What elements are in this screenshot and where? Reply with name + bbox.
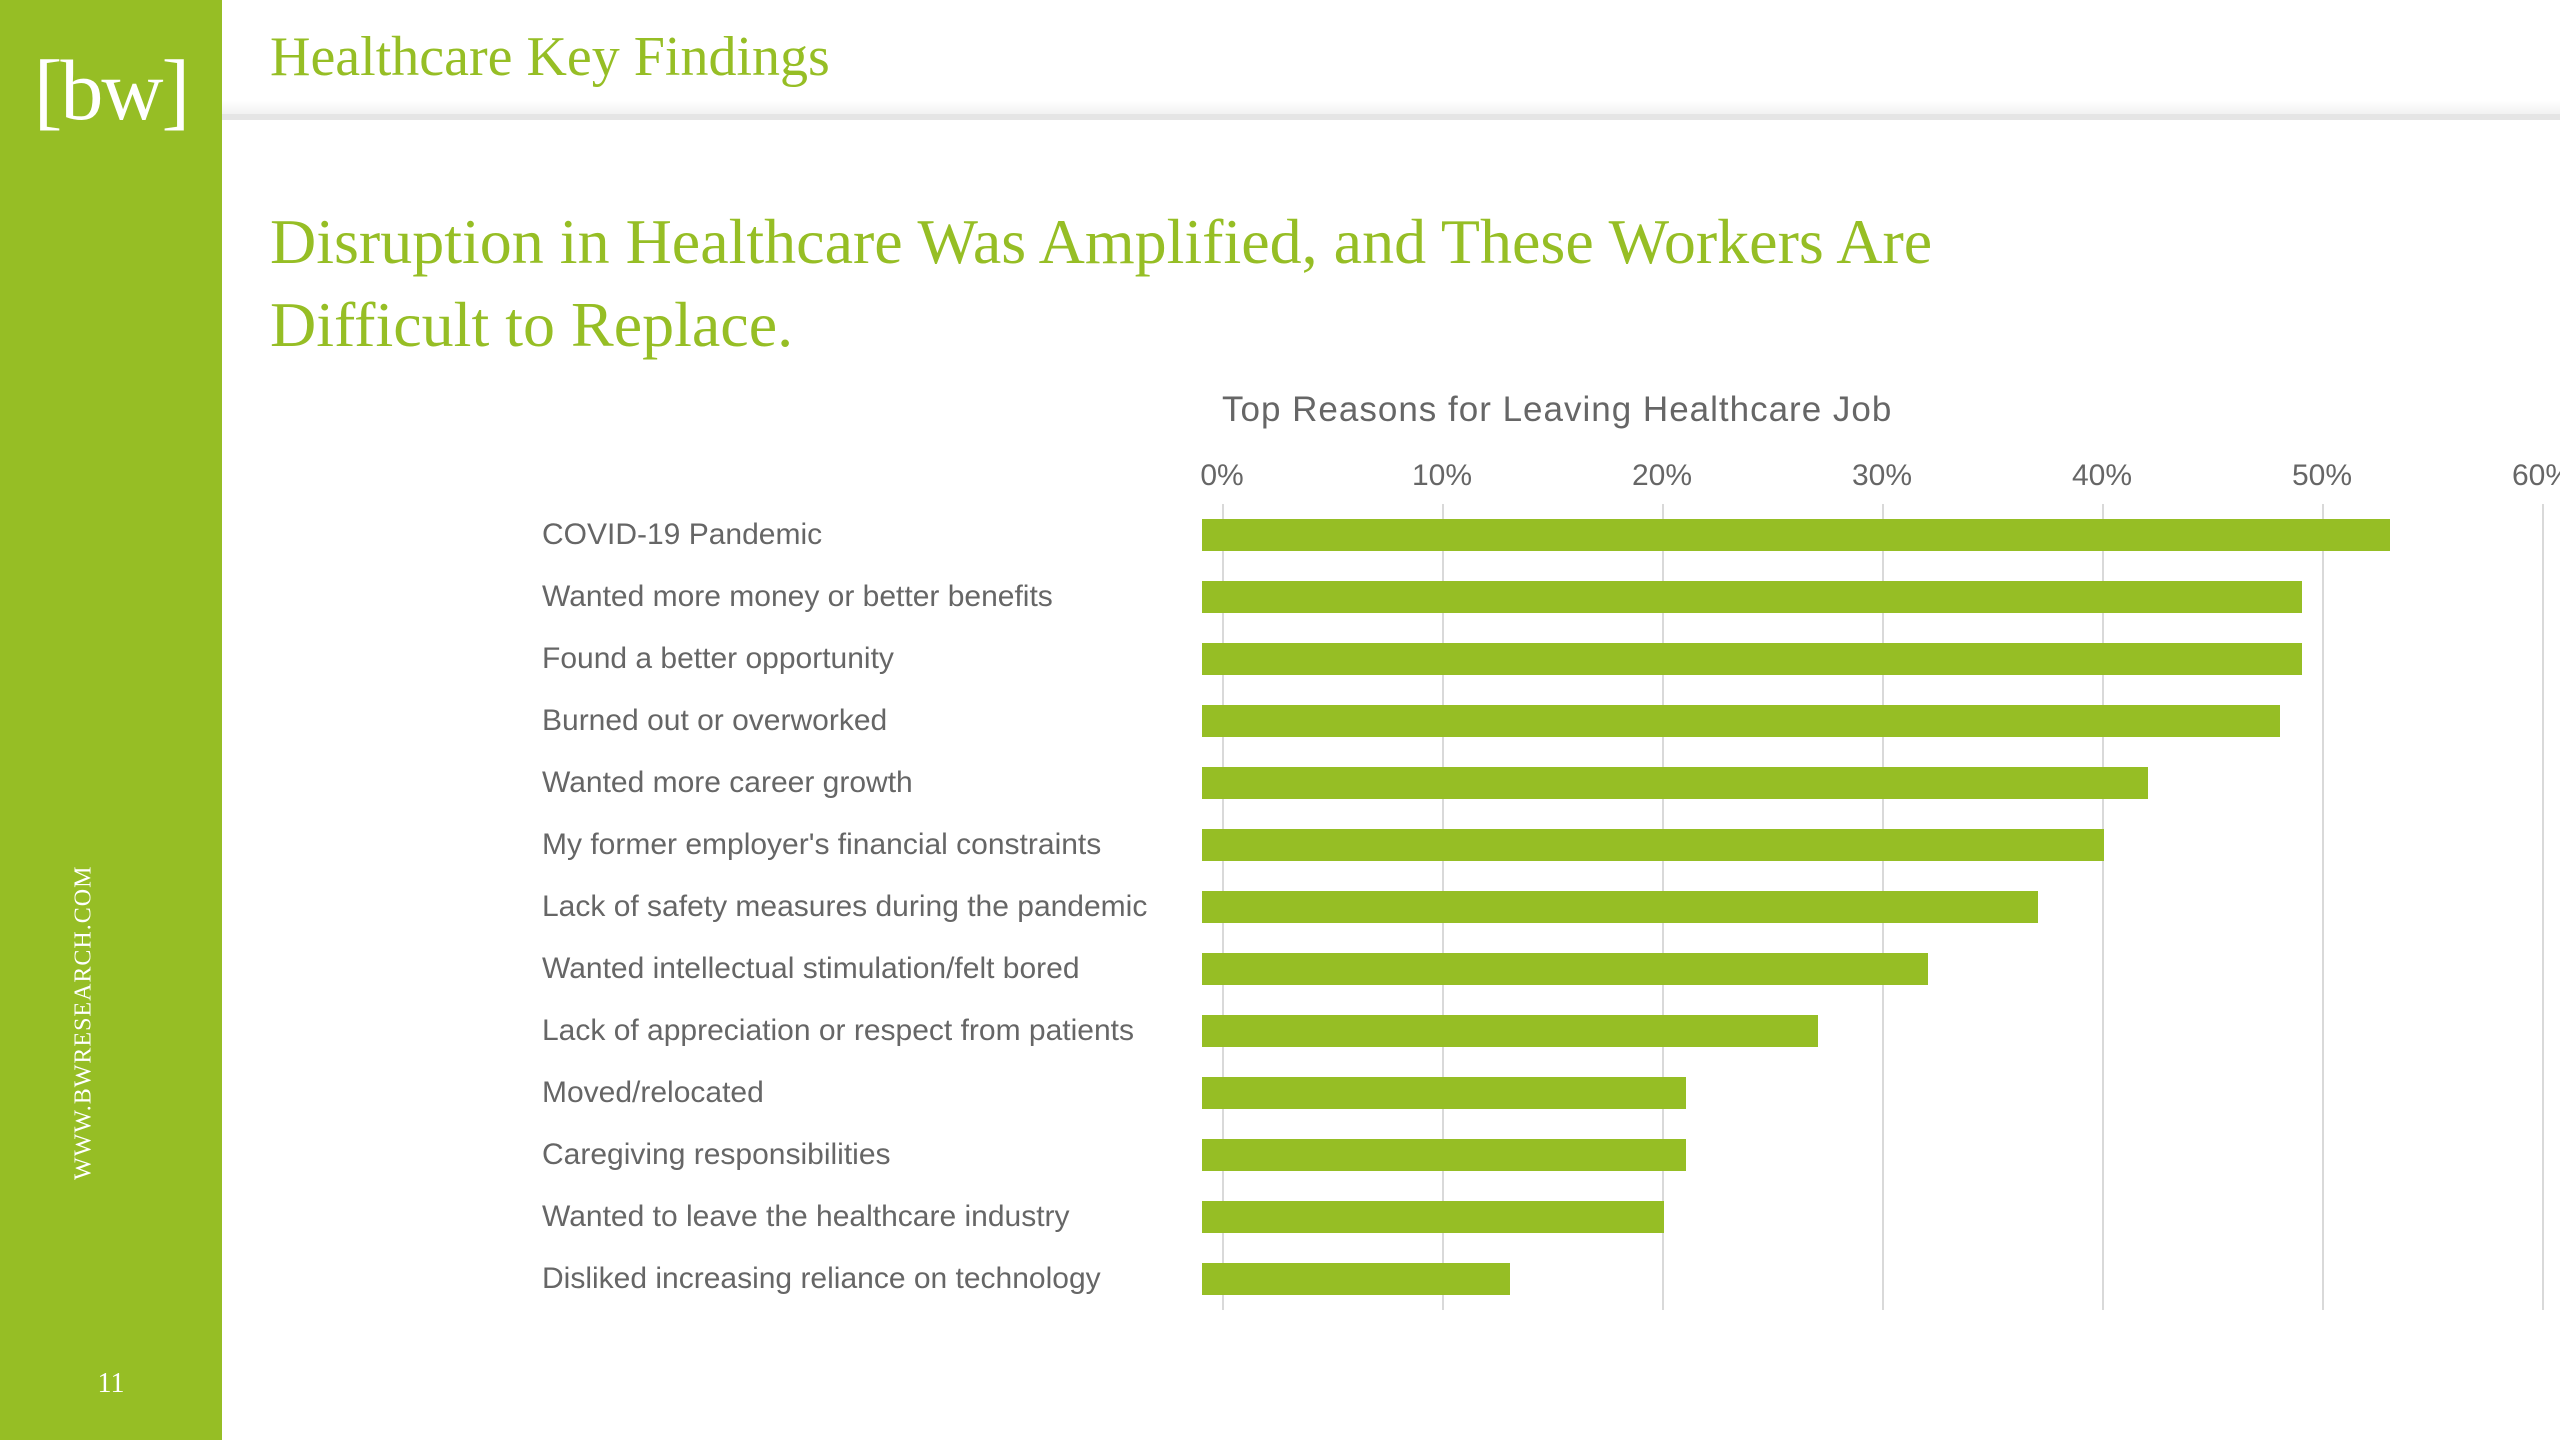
bar-track (1202, 1015, 2522, 1047)
bar-row: Lack of safety measures during the pande… (542, 876, 2542, 938)
x-axis: 0%10%20%30%40%50%60% (542, 454, 2542, 504)
bar (1202, 1263, 1510, 1295)
bar-chart: Top Reasons for Leaving Healthcare Job 0… (542, 390, 2542, 1310)
bar-track (1202, 643, 2522, 675)
bar (1202, 829, 2104, 861)
bar-label: Wanted more career growth (542, 766, 1202, 800)
x-tick: 20% (1632, 459, 1692, 493)
bar-row: Wanted more money or better benefits (542, 566, 2542, 628)
bar-track (1202, 1139, 2522, 1171)
bar-label: My former employer's financial constrain… (542, 828, 1202, 862)
bar-label: Wanted to leave the healthcare industry (542, 1200, 1202, 1234)
bar-track (1202, 953, 2522, 985)
bar-label: COVID-19 Pandemic (542, 518, 1202, 552)
kicker-title: Healthcare Key Findings (270, 25, 830, 89)
bar-track (1202, 581, 2522, 613)
bar-label: Wanted more money or better benefits (542, 580, 1202, 614)
bar-row: My former employer's financial constrain… (542, 814, 2542, 876)
bar (1202, 705, 2280, 737)
bar-track (1202, 891, 2522, 923)
bar-track (1202, 705, 2522, 737)
bar-track (1202, 829, 2522, 861)
sidebar: [bw] WWW.BWRESEARCH.COM 11 (0, 0, 222, 1440)
x-tick: 10% (1412, 459, 1472, 493)
bar (1202, 953, 1928, 985)
bar-row: Disliked increasing reliance on technolo… (542, 1248, 2542, 1310)
bar-row: COVID-19 Pandemic (542, 504, 2542, 566)
bar (1202, 643, 2302, 675)
bar-label: Lack of safety measures during the pande… (542, 890, 1202, 924)
brand-url: WWW.BWRESEARCH.COM (71, 866, 98, 1180)
bar-row: Caregiving responsibilities (542, 1124, 2542, 1186)
bar-label: Moved/relocated (542, 1076, 1202, 1110)
bar-row: Wanted to leave the healthcare industry (542, 1186, 2542, 1248)
bar-row: Wanted intellectual stimulation/felt bor… (542, 938, 2542, 1000)
bar (1202, 1015, 1818, 1047)
bar-row: Burned out or overworked (542, 690, 2542, 752)
bar-label: Burned out or overworked (542, 704, 1202, 738)
bar-label: Wanted intellectual stimulation/felt bor… (542, 952, 1202, 986)
title-band: Healthcare Key Findings (222, 0, 2560, 120)
x-tick: 30% (1852, 459, 1912, 493)
bar (1202, 1077, 1686, 1109)
bar-row: Wanted more career growth (542, 752, 2542, 814)
bar-label: Found a better opportunity (542, 642, 1202, 676)
bar-track (1202, 1263, 2522, 1295)
slide: [bw] WWW.BWRESEARCH.COM 11 Healthcare Ke… (0, 0, 2560, 1440)
x-tick: 60% (2512, 459, 2560, 493)
bar-track (1202, 1201, 2522, 1233)
brand-logo: [bw] (0, 40, 222, 140)
bar (1202, 1201, 1664, 1233)
bar-label: Lack of appreciation or respect from pat… (542, 1014, 1202, 1048)
chart-title: Top Reasons for Leaving Healthcare Job (1222, 390, 2542, 430)
bar-label: Disliked increasing reliance on technolo… (542, 1262, 1202, 1296)
bar-row: Moved/relocated (542, 1062, 2542, 1124)
plot-area: COVID-19 Pandemic Wanted more money or be… (542, 504, 2542, 1310)
headline: Disruption in Healthcare Was Amplified, … (222, 120, 2222, 376)
bar-track (1202, 1077, 2522, 1109)
bar-row: Found a better opportunity (542, 628, 2542, 690)
bar (1202, 519, 2390, 551)
bar-label: Caregiving responsibilities (542, 1138, 1202, 1172)
x-tick: 40% (2072, 459, 2132, 493)
page-number: 11 (0, 1368, 222, 1400)
content-area: Healthcare Key Findings Disruption in He… (222, 0, 2560, 1440)
x-tick: 0% (1200, 459, 1243, 493)
bar-track (1202, 767, 2522, 799)
bar (1202, 1139, 1686, 1171)
bar (1202, 767, 2148, 799)
bar-row: Lack of appreciation or respect from pat… (542, 1000, 2542, 1062)
bar-track (1202, 519, 2522, 551)
bar (1202, 581, 2302, 613)
x-tick: 50% (2292, 459, 2352, 493)
bar (1202, 891, 2038, 923)
